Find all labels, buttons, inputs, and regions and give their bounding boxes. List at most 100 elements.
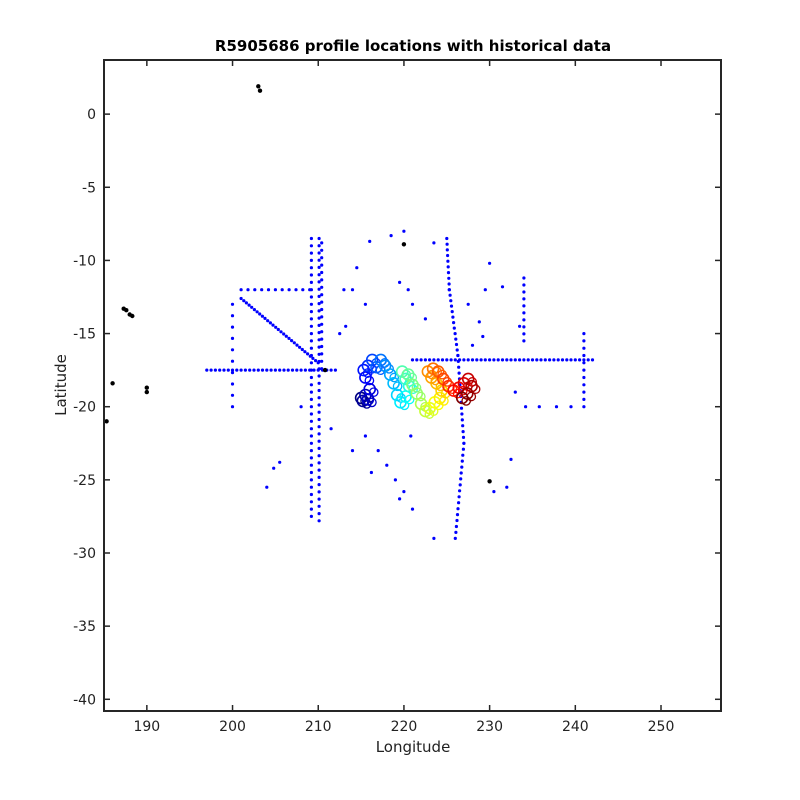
- historical-profile-point: [554, 405, 559, 409]
- historical-profile-point: [317, 265, 321, 269]
- historical-ctd-point: [322, 367, 328, 373]
- historical-profile-point: [299, 405, 303, 409]
- historical-ctd-point: [257, 88, 263, 93]
- historical-profile-point: [235, 368, 239, 372]
- historical-profile-point: [317, 381, 321, 385]
- historical-profile-point: [280, 288, 284, 292]
- float-profile-marker: [427, 369, 437, 380]
- historical-profile-point: [539, 358, 543, 362]
- historical-profile-point: [582, 353, 586, 358]
- historical-profile-point: [461, 453, 465, 457]
- historical-profile-point: [309, 244, 313, 248]
- historical-profile-point: [460, 418, 464, 422]
- historical-profile-point: [320, 344, 324, 349]
- historical-profile-point: [445, 236, 449, 241]
- historical-profile-point: [317, 490, 321, 494]
- historical-profile-point: [320, 263, 324, 267]
- historical-profile-point: [457, 495, 461, 499]
- historical-profile-point: [462, 441, 466, 445]
- historical-profile-point: [309, 280, 313, 284]
- historical-profile-point: [309, 485, 313, 489]
- historical-profile-point: [317, 439, 321, 443]
- historical-profile-point: [317, 454, 321, 458]
- historical-profile-point: [461, 430, 465, 434]
- historical-profile-point: [456, 507, 460, 511]
- historical-profile-point: [263, 316, 267, 320]
- historical-profile-point: [317, 461, 321, 465]
- historical-profile-point: [333, 368, 337, 372]
- historical-profile-point: [460, 459, 464, 463]
- historical-profile-point: [445, 242, 449, 246]
- plot-frame: [103, 59, 722, 712]
- historical-profile-point: [271, 323, 275, 327]
- historical-profile-point: [292, 341, 296, 345]
- historical-profile-point: [317, 519, 321, 523]
- historical-profile-point: [253, 288, 257, 292]
- historical-profile-point: [317, 236, 321, 241]
- historical-ctd-point: [401, 242, 407, 247]
- historical-profile-point: [483, 288, 487, 292]
- historical-ctd-point: [130, 313, 135, 319]
- historical-profile-point: [451, 315, 455, 319]
- historical-profile-point: [317, 511, 321, 516]
- historical-profile-point: [569, 358, 573, 362]
- historical-profile-point: [309, 383, 313, 387]
- historical-profile-point: [230, 302, 235, 306]
- historical-profile-point: [455, 513, 460, 517]
- float-profile-points: [354, 353, 481, 419]
- historical-profile-point: [309, 463, 313, 467]
- historical-profile-point: [317, 432, 321, 436]
- historical-profile-point: [317, 323, 321, 327]
- historical-profile-point: [410, 358, 415, 362]
- historical-profile-point: [260, 368, 265, 372]
- historical-profile-point: [415, 358, 419, 362]
- historical-profile-point: [537, 405, 541, 409]
- historical-profile-point: [265, 368, 269, 372]
- historical-profile-point: [317, 345, 321, 349]
- historical-profile-points: [205, 229, 595, 541]
- float-profile-marker: [389, 372, 400, 383]
- historical-profile-point: [488, 261, 492, 265]
- historical-profile-point: [432, 241, 436, 245]
- historical-profile-point: [274, 325, 278, 329]
- historical-profile-point: [295, 368, 299, 372]
- historical-profile-point: [363, 434, 367, 438]
- historical-profile-point: [239, 296, 243, 301]
- historical-profile-point: [578, 358, 582, 362]
- historical-profile-point: [320, 352, 324, 356]
- historical-profile-point: [309, 251, 313, 255]
- historical-profile-point: [446, 265, 450, 269]
- historical-profile-point: [309, 258, 313, 262]
- historical-profile-point: [317, 316, 321, 320]
- x-tick-label: 250: [648, 719, 675, 735]
- historical-profile-point: [309, 317, 313, 321]
- historical-profile-point: [446, 271, 451, 275]
- float-profile-marker: [415, 391, 426, 402]
- historical-profile-point: [230, 325, 235, 329]
- historical-profile-point: [317, 504, 321, 508]
- historical-profile-point: [309, 514, 313, 519]
- historical-profile-point: [309, 266, 313, 270]
- historical-profile-point: [458, 483, 462, 487]
- historical-profile-point: [320, 248, 324, 252]
- historical-profile-point: [248, 368, 252, 372]
- historical-profile-point: [452, 326, 456, 330]
- historical-profile-point: [459, 406, 464, 410]
- historical-profile-point: [454, 524, 458, 529]
- historical-profile-point: [209, 368, 213, 372]
- historical-profile-point: [309, 492, 313, 497]
- historical-profile-point: [453, 536, 457, 541]
- historical-profile-point: [309, 500, 313, 504]
- historical-profile-point: [582, 346, 586, 350]
- historical-profile-point: [461, 424, 465, 428]
- historical-profile-point: [311, 356, 315, 360]
- historical-ctd-point: [124, 308, 129, 313]
- historical-profile-point: [230, 359, 235, 363]
- historical-profile-point: [446, 259, 450, 263]
- historical-profile-point: [582, 361, 586, 365]
- float-profile-marker: [364, 375, 375, 386]
- historical-profile-point: [309, 332, 313, 336]
- plot-area: [103, 59, 722, 712]
- historical-profile-point: [243, 368, 247, 372]
- x-tick-label: 200: [219, 719, 246, 735]
